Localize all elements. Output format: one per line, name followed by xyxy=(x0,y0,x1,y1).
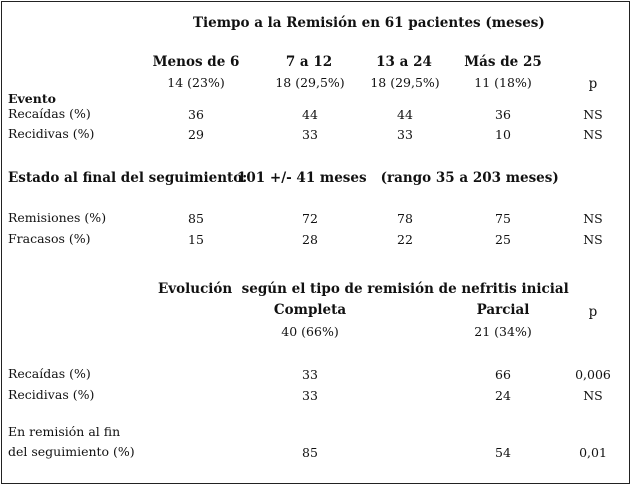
col-header-mas-25: Más de 25 xyxy=(464,54,542,70)
cell: 66 xyxy=(495,367,511,382)
cell: 72 xyxy=(302,211,318,226)
cell: 36 xyxy=(188,107,204,122)
cell: 78 xyxy=(397,211,413,226)
cell-p: 0,006 xyxy=(575,367,611,382)
cell: 54 xyxy=(495,445,511,460)
cell: 22 xyxy=(397,232,413,247)
cell: 85 xyxy=(302,445,318,460)
row-label-recaidas-2: Recaídas (%) xyxy=(8,366,91,381)
cell: 33 xyxy=(302,388,318,403)
col-count-completa: 40 (66%) xyxy=(281,324,339,339)
col-header-menos-6: Menos de 6 xyxy=(152,54,240,70)
col-header-completa: Completa xyxy=(273,302,347,318)
cell: 24 xyxy=(495,388,511,403)
col-count-7-12: 18 (29,5%) xyxy=(275,75,345,90)
p-header-2: p xyxy=(588,304,598,320)
p-header: p xyxy=(588,76,598,92)
row-label-recidivas-2: Recidivas (%) xyxy=(8,387,95,402)
section1-title: Tiempo a la Remisión en 61 pacientes (me… xyxy=(193,15,545,31)
section3-title: Evolución según el tipo de remisión de n… xyxy=(158,281,569,297)
cell: 75 xyxy=(495,211,511,226)
cell: 10 xyxy=(495,127,511,142)
row-label-remision-line2: del seguimiento (%) xyxy=(8,444,135,459)
col-count-menos-6: 14 (23%) xyxy=(167,75,225,90)
col-count-parcial: 21 (34%) xyxy=(474,324,532,339)
col-count-13-24: 18 (29,5%) xyxy=(370,75,440,90)
cell: 85 xyxy=(188,211,204,226)
followup-detail: 101 +/- 41 meses (rango 35 a 203 meses) xyxy=(237,170,559,186)
event-label: Evento xyxy=(8,91,56,106)
col-header-13-24: 13 a 24 xyxy=(376,54,432,70)
row-label-fracasos: Fracasos (%) xyxy=(8,231,91,246)
row-label-recidivas: Recidivas (%) xyxy=(8,126,95,141)
cell-p: NS xyxy=(583,211,603,226)
cell-p: NS xyxy=(583,388,603,403)
cell: 33 xyxy=(302,127,318,142)
cell: 29 xyxy=(188,127,204,142)
followup-label: Estado al final del seguimiento: xyxy=(8,170,248,186)
cell: 44 xyxy=(397,107,413,122)
cell: 15 xyxy=(188,232,204,247)
col-count-mas-25: 11 (18%) xyxy=(474,75,532,90)
cell: 33 xyxy=(302,367,318,382)
cell: 44 xyxy=(302,107,318,122)
cell: 36 xyxy=(495,107,511,122)
cell: 25 xyxy=(495,232,511,247)
cell-p: NS xyxy=(583,232,603,247)
cell-p: 0,01 xyxy=(579,445,607,460)
col-header-parcial: Parcial xyxy=(476,302,530,318)
cell: 33 xyxy=(397,127,413,142)
row-label-recaidas: Recaídas (%) xyxy=(8,106,91,121)
row-label-remisiones: Remisiones (%) xyxy=(8,210,107,225)
cell-p: NS xyxy=(583,107,603,122)
col-header-7-12: 7 a 12 xyxy=(285,54,333,70)
cell: 28 xyxy=(302,232,318,247)
row-label-remision-line1: En remisión al fin xyxy=(8,424,121,439)
cell-p: NS xyxy=(583,127,603,142)
